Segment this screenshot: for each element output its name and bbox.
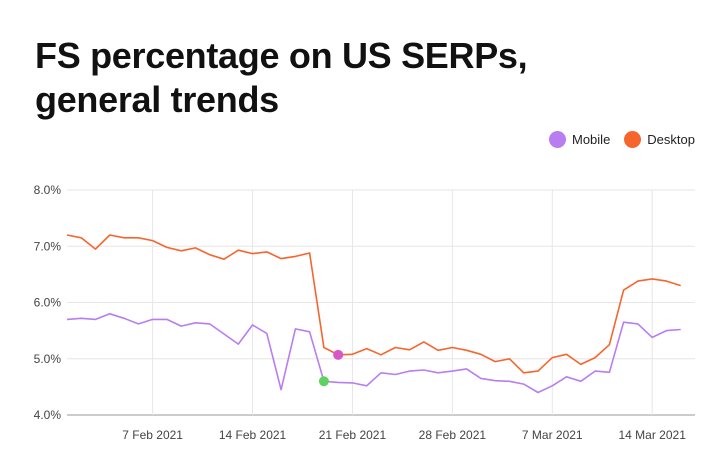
y-tick-label: 4.0% [34,408,62,422]
x-tick-label: 28 Feb 2021 [419,428,487,442]
legend-item-mobile[interactable]: Mobile [549,131,610,148]
y-tick-label: 5.0% [34,352,62,366]
chart-title: FS percentage on US SERPs, general trend… [35,34,528,122]
marker-mobile [318,376,329,387]
legend-swatch-desktop [624,131,642,148]
legend-label-desktop: Desktop [647,132,695,147]
chart-title-line-2: general trends [35,79,279,120]
x-tick-label: 7 Mar 2021 [522,428,583,442]
y-tick-label: 6.0% [34,296,62,310]
legend-label-mobile: Mobile [572,132,611,147]
chart-title-line-1: FS percentage on US SERPs, [35,35,528,76]
x-tick-label: 14 Mar 2021 [618,428,686,442]
x-tick-label: 21 Feb 2021 [319,428,387,442]
y-tick-label: 8.0% [34,183,62,197]
legend-item-desktop[interactable]: Desktop [624,131,695,148]
x-tick-label: 7 Feb 2021 [122,428,183,442]
y-tick-label: 7.0% [34,239,62,253]
legend: Mobile Desktop [535,131,695,148]
legend-swatch-mobile [549,131,566,148]
x-tick-label: 14 Feb 2021 [219,428,287,442]
marker-desktop [333,349,344,360]
series-line-desktop [66,234,681,374]
series-line-mobile [66,312,681,394]
